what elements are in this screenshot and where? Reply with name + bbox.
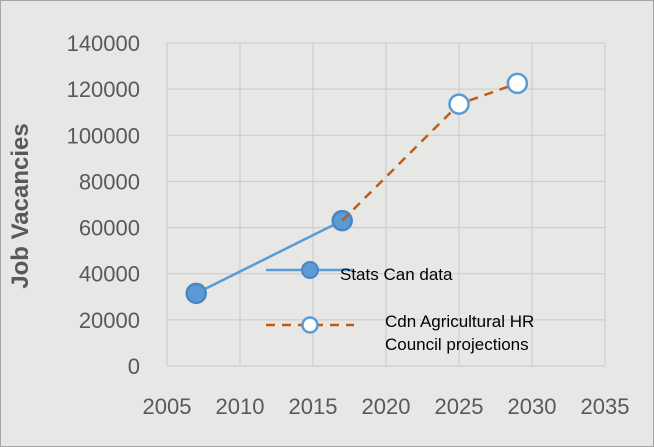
x-tick-label: 2010 (216, 394, 265, 419)
x-tick-label: 2035 (581, 394, 630, 419)
legend-label: Stats Can data (340, 265, 453, 284)
legend-marker-swatch (301, 261, 319, 279)
y-tick-label: 80000 (79, 169, 140, 194)
legend-label-line-2: Council projections (385, 335, 529, 354)
legend-entry-stats-can: Stats Can data (266, 261, 453, 284)
x-axis-tick-labels: 2005 2010 2015 2020 2025 2030 2035 (143, 394, 630, 419)
x-tick-label: 2025 (435, 394, 484, 419)
series-2 (341, 72, 529, 222)
plot-series (185, 72, 529, 305)
legend-marker-swatch (301, 316, 319, 334)
series-1-point-1 (185, 282, 207, 305)
y-tick-label: 120000 (67, 77, 140, 102)
y-tick-label: 0 (128, 354, 140, 379)
legend-label-line-1: Cdn Agricultural HR (385, 312, 534, 331)
x-tick-label: 2030 (508, 394, 557, 419)
x-tick-label: 2005 (143, 394, 192, 419)
legend: Stats Can data Cdn Agricultural HR Council… (266, 261, 534, 354)
y-tick-label: 140000 (67, 31, 140, 56)
y-axis-tick-labels: 0 20000 40000 60000 80000 100000 120000 140000 (67, 31, 140, 379)
y-tick-label: 20000 (79, 308, 140, 333)
gridlines (166, 42, 606, 367)
series-2-point-2 (448, 93, 470, 115)
series-2-point-3 (506, 72, 529, 95)
legend-entry-hr-council: Cdn Agricultural HR Council projections (266, 312, 534, 354)
y-tick-label: 40000 (79, 262, 140, 287)
y-axis-label: Job Vacancies (7, 123, 34, 288)
series-1-line (195, 219, 343, 295)
x-tick-label: 2015 (289, 394, 338, 419)
y-tick-label: 100000 (67, 123, 140, 148)
y-tick-label: 60000 (79, 216, 140, 241)
x-tick-label: 2020 (362, 394, 411, 419)
